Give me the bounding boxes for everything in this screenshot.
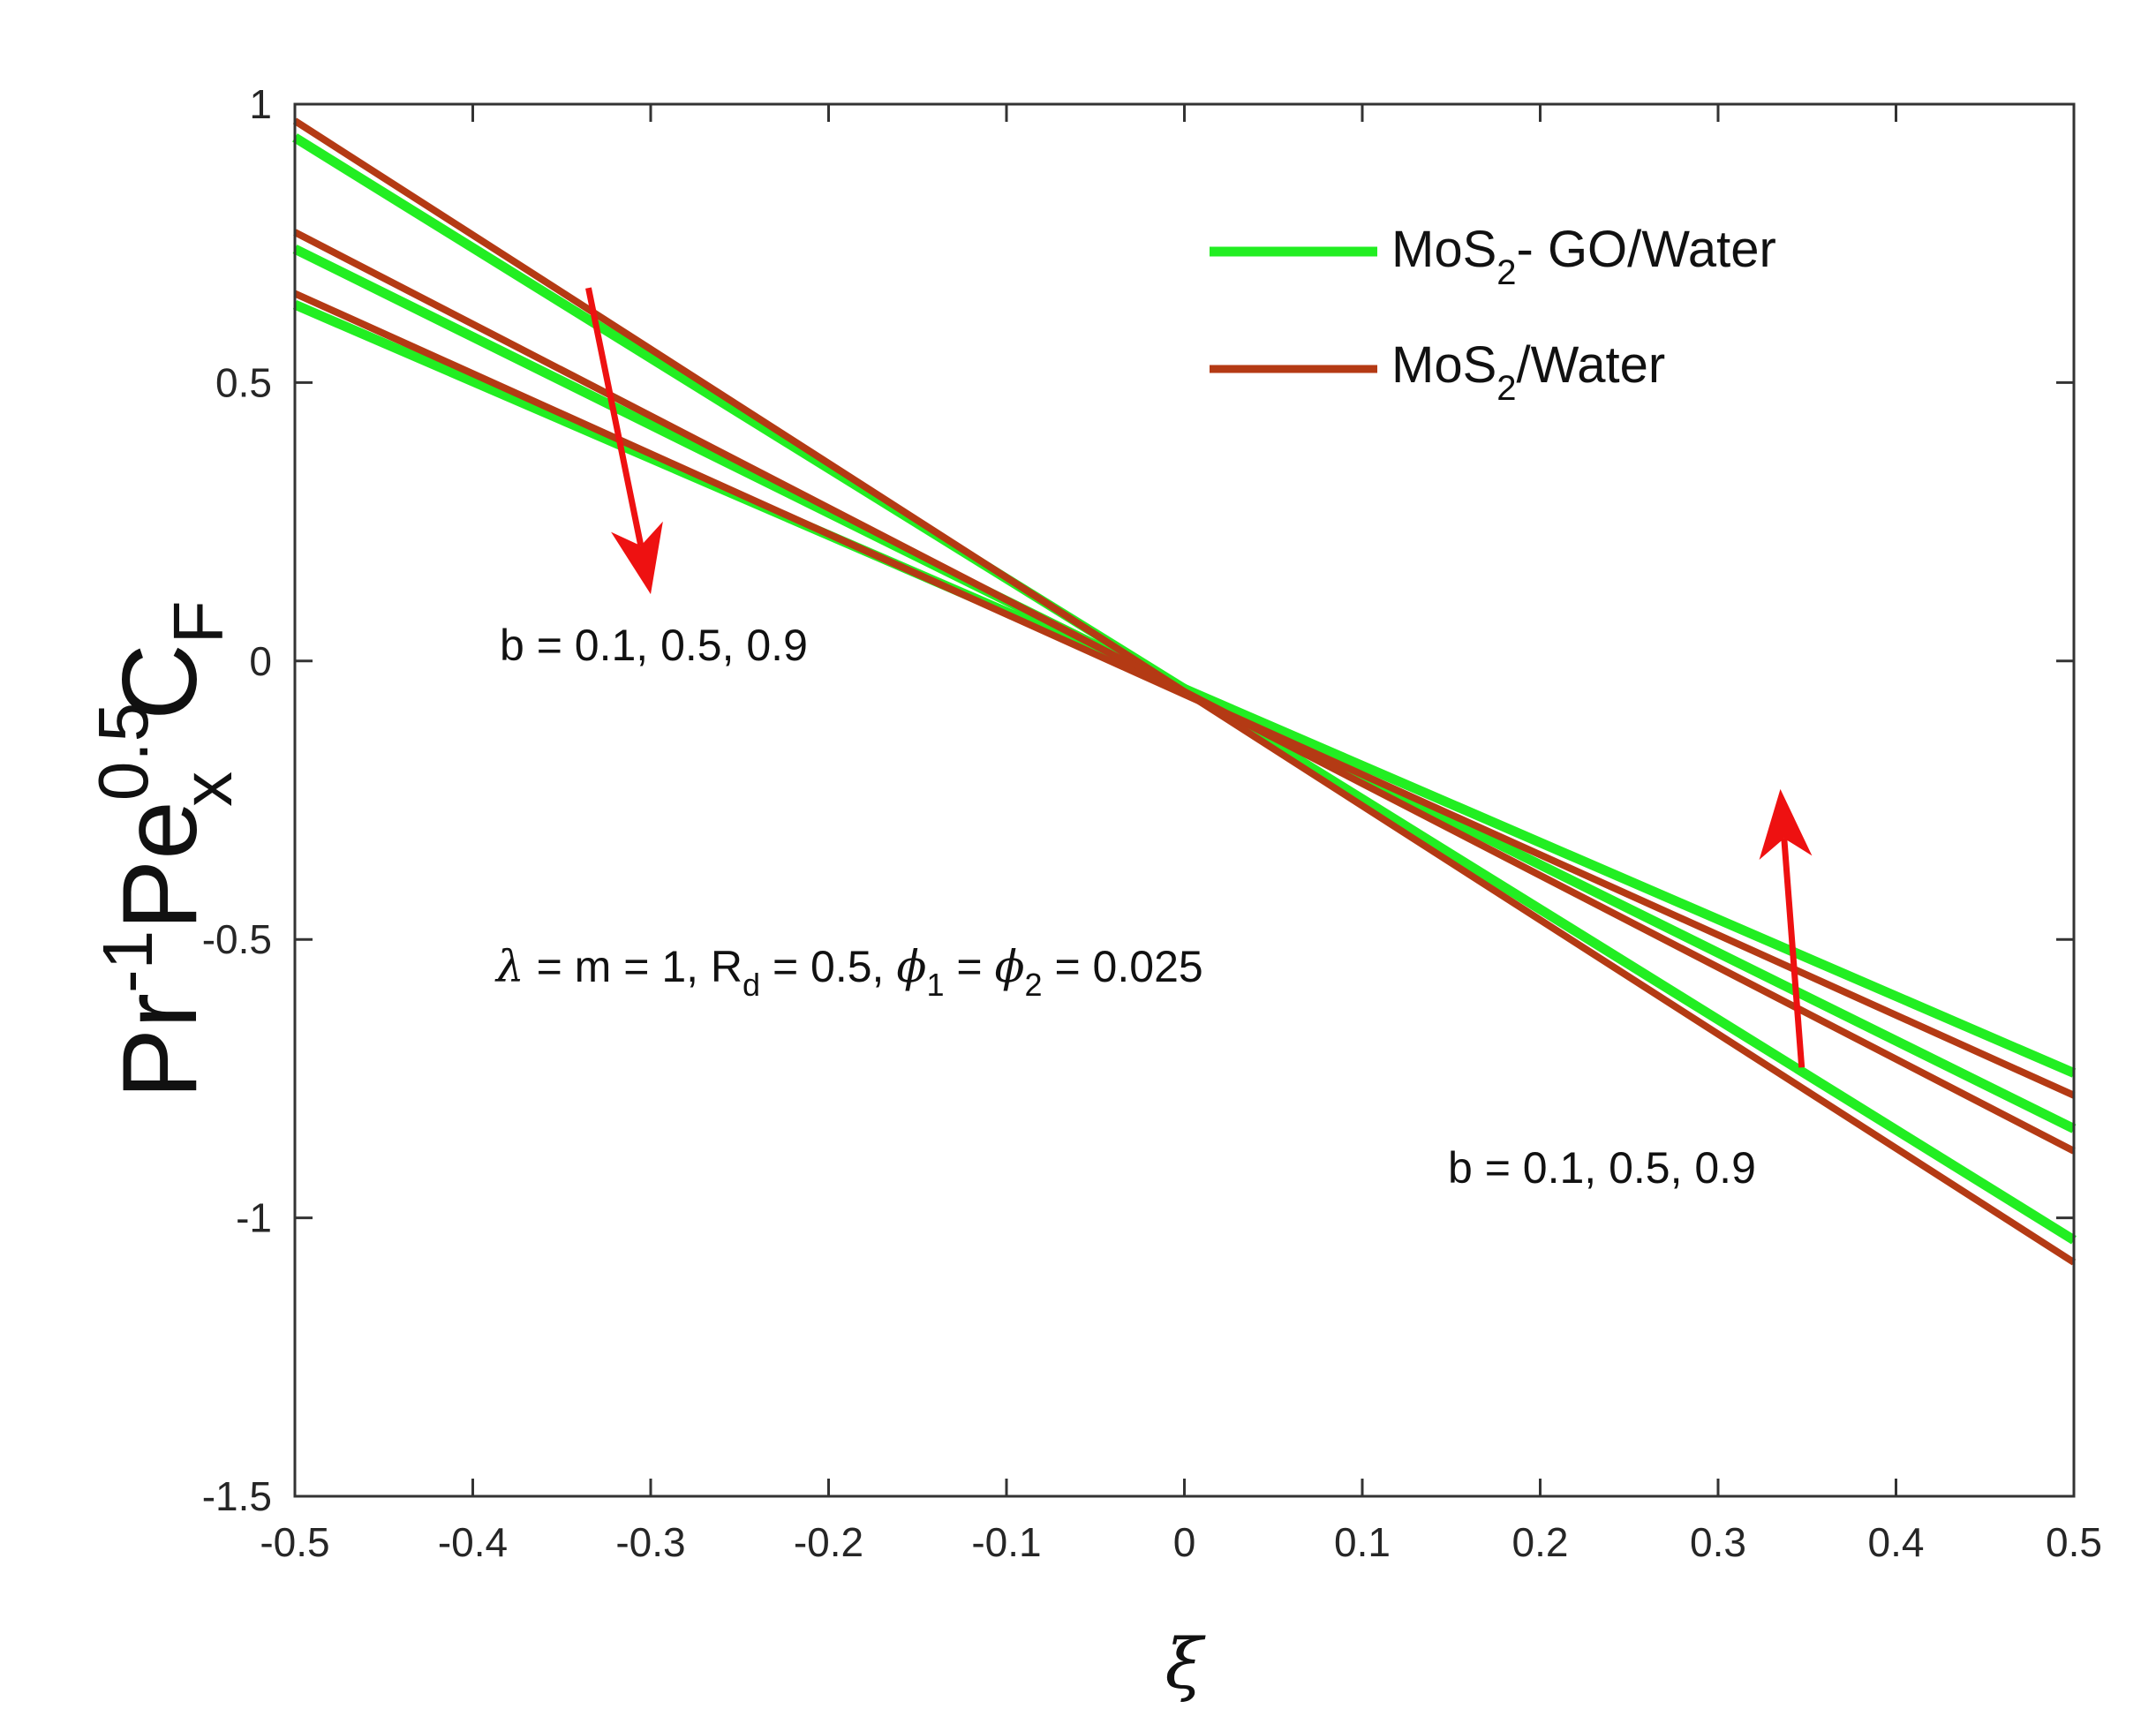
y-tick-label: 0 <box>249 638 272 684</box>
x-tick-label: 0 <box>1173 1519 1196 1565</box>
y-tick-label: -1.5 <box>202 1473 272 1519</box>
annotation-lower-b: b = 0.1, 0.5, 0.9 <box>1448 1143 1756 1193</box>
x-tick-label: 0.1 <box>1334 1519 1391 1565</box>
x-tick-label: -0.5 <box>260 1519 329 1565</box>
x-tick-label: 0.4 <box>1868 1519 1925 1565</box>
series-line-mono-b09 <box>293 290 2076 1099</box>
annotation-params: λ = m = 1, Rd = 0.5, ϕ1 = ϕ2 = 0.025 <box>494 941 1203 1003</box>
y-axis-label: Pr-1Pe0.5xCF <box>84 600 246 1099</box>
x-tick-label: -0.2 <box>794 1519 863 1565</box>
x-tick-label: 0.2 <box>1512 1519 1569 1565</box>
legend-label-hybrid: MoS2- GO/Water <box>1391 221 1776 292</box>
x-tick-label: -0.3 <box>615 1519 685 1565</box>
y-tick-label: -0.5 <box>202 916 272 962</box>
plot-area <box>295 104 2074 1496</box>
x-axis-label: ξ <box>1165 1625 1207 1705</box>
x-tick-label: 0.3 <box>1690 1519 1746 1565</box>
y-tick-label: -1 <box>236 1195 272 1241</box>
upper-arrow-shaft <box>585 287 645 546</box>
y-tick-label: 0.5 <box>215 359 272 405</box>
y-tick-label: 1 <box>249 81 272 127</box>
arrow-layer <box>585 287 1813 1068</box>
x-tick-label: -0.4 <box>438 1519 508 1565</box>
annotation-upper-b: b = 0.1, 0.5, 0.9 <box>500 621 808 670</box>
legend-label-mono: MoS2/Water <box>1391 336 1665 408</box>
axes-box <box>293 102 2076 1498</box>
tick-layer: -0.5 -0.4 -0.3 -0.2 -0.1 0 0.1 0.2 0.3 0.4 0.5 -1.5… <box>202 81 2102 1565</box>
lower-arrow-shaft <box>1781 838 1805 1068</box>
lower-arrow-head <box>1759 788 1813 860</box>
x-tick-label: 0.5 <box>2046 1519 2102 1565</box>
x-tick-label: -0.1 <box>971 1519 1041 1565</box>
legend: MoS2- GO/Water MoS2/Water <box>1210 221 1776 408</box>
upper-arrow-head <box>611 521 663 595</box>
